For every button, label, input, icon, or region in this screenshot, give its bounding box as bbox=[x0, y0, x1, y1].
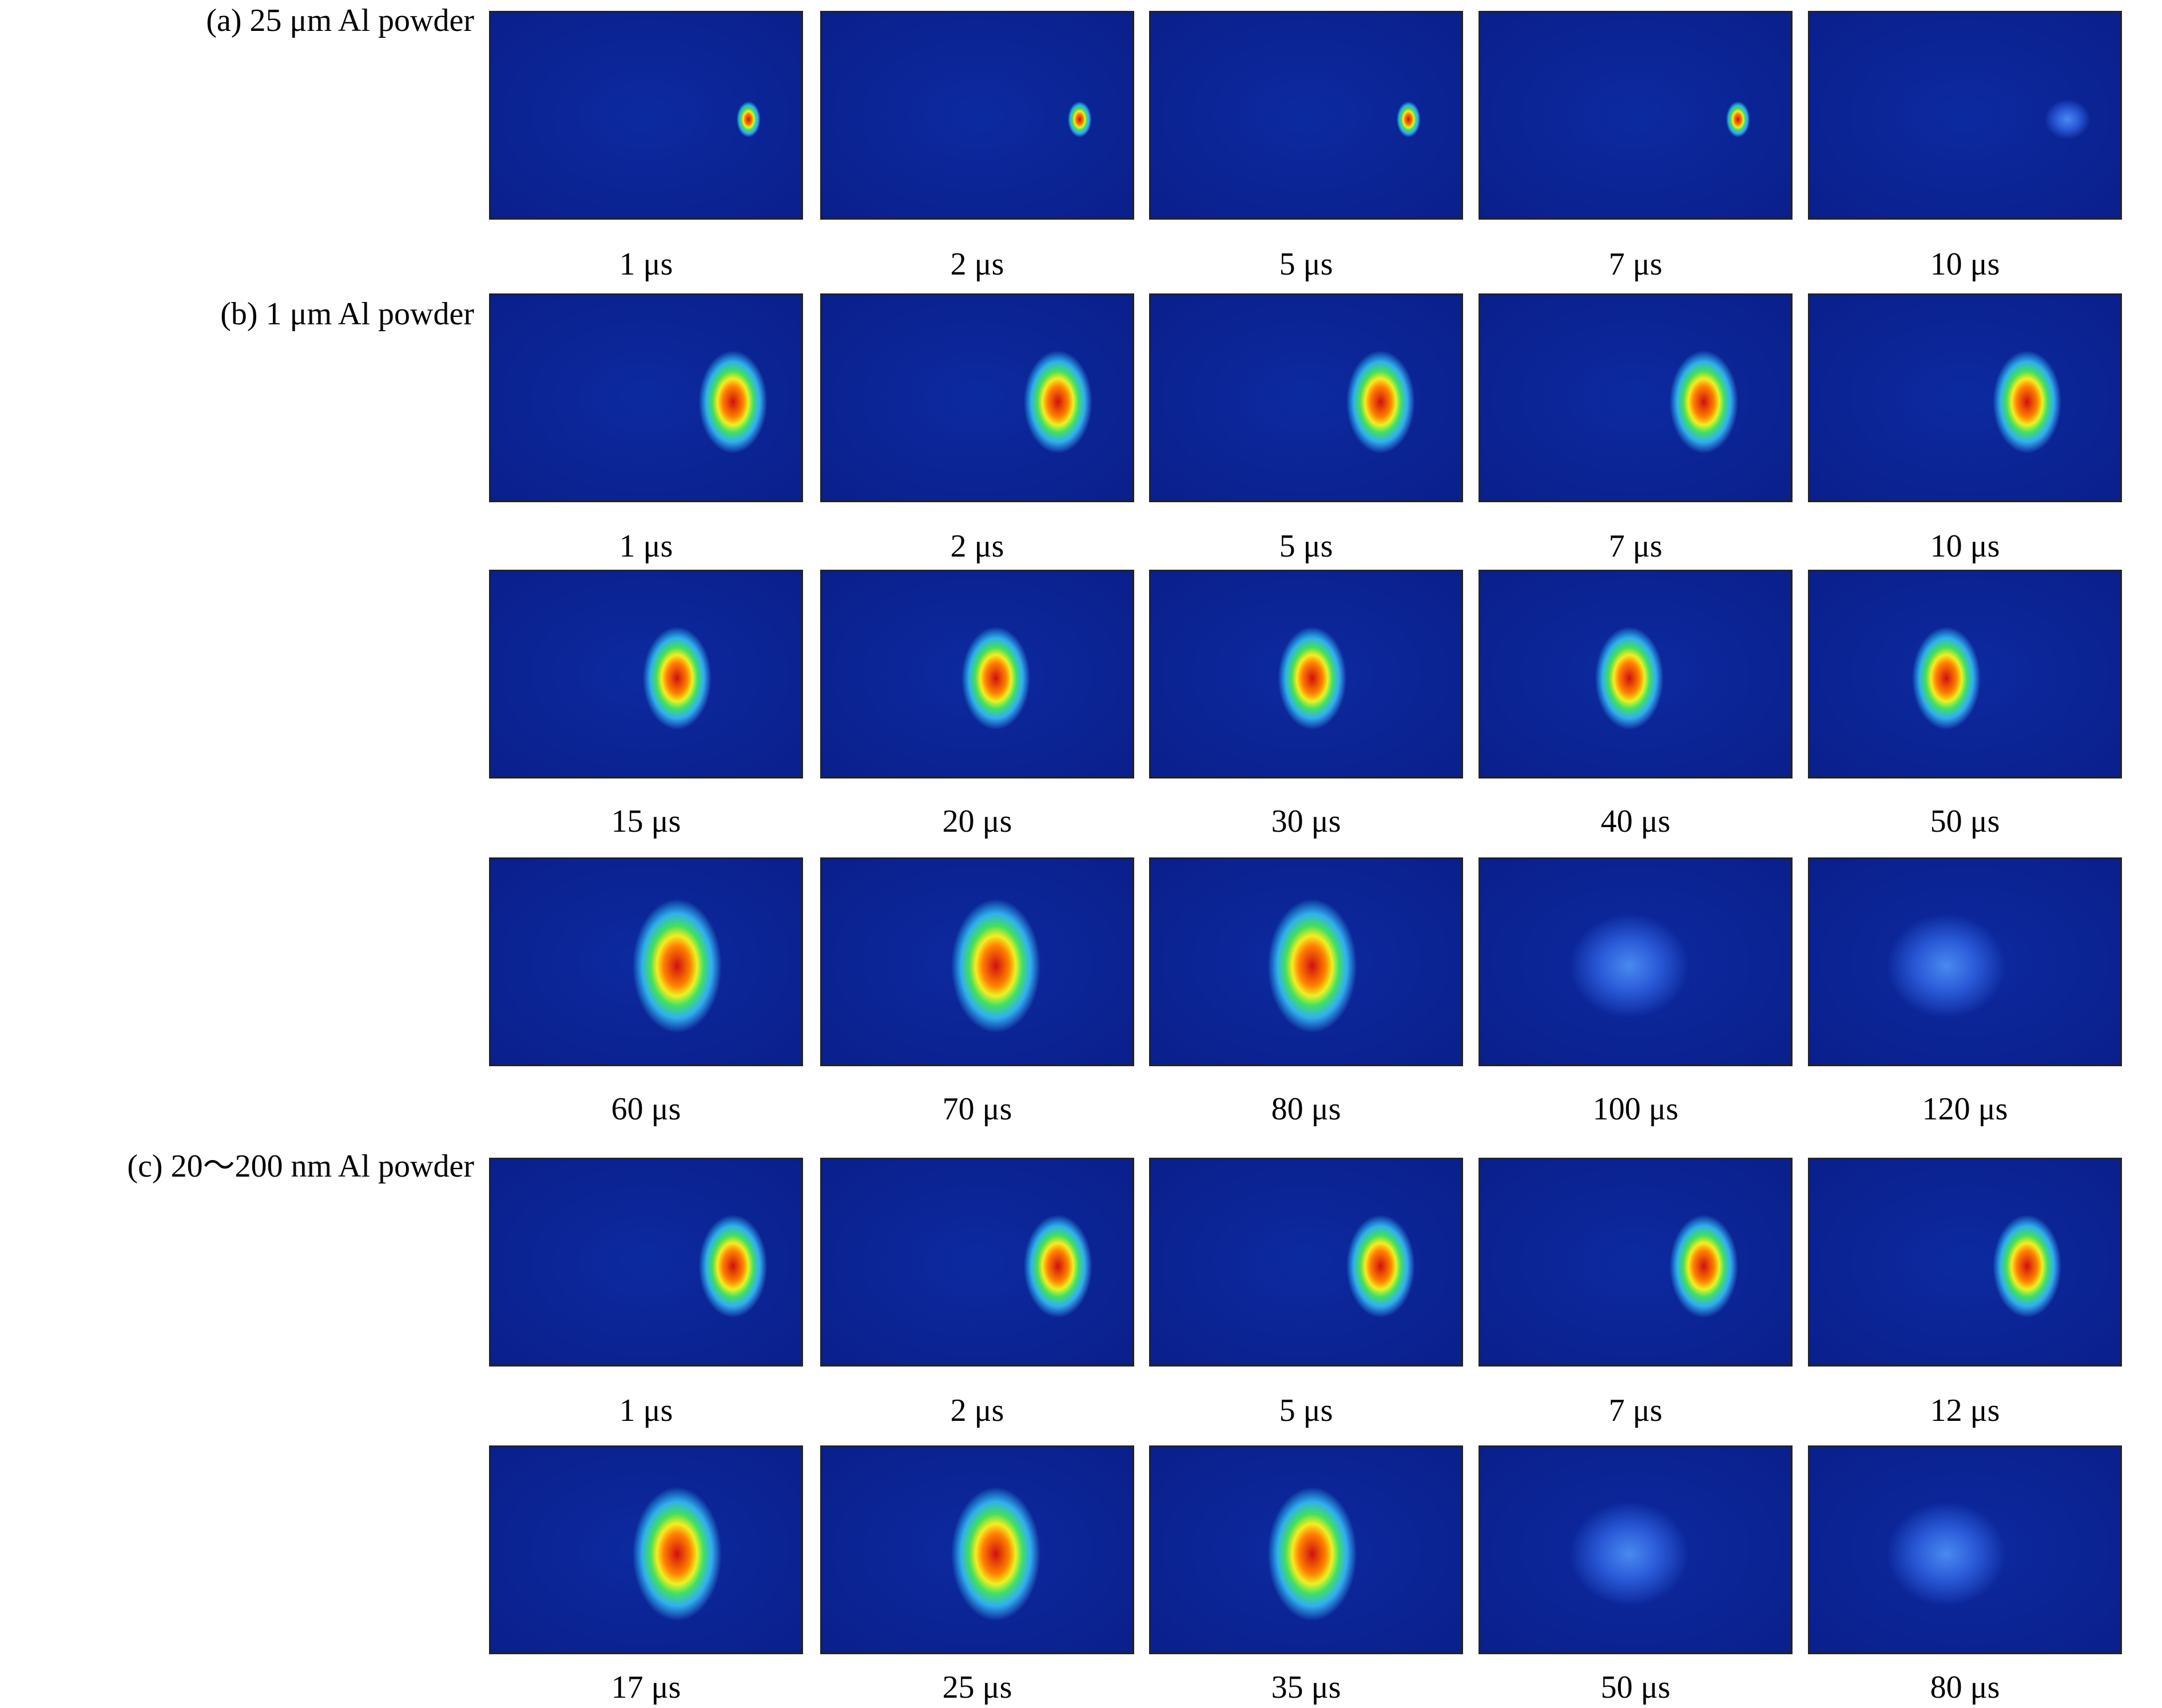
panel-label: (b) 1 μm Al powder bbox=[220, 296, 474, 332]
time-caption: 5 μs bbox=[1279, 529, 1333, 564]
time-caption: 100 μs bbox=[1592, 1091, 1679, 1127]
time-caption: 10 μs bbox=[1930, 247, 2000, 282]
time-caption: 120 μs bbox=[1922, 1091, 2008, 1127]
image-frame bbox=[489, 570, 803, 778]
image-frame bbox=[820, 857, 1134, 1066]
image-frame bbox=[820, 1445, 1134, 1654]
image-frame bbox=[820, 1158, 1134, 1367]
time-caption: 12 μs bbox=[1930, 1393, 2000, 1428]
time-caption: 1 μs bbox=[619, 247, 673, 282]
time-caption: 17 μs bbox=[611, 1670, 681, 1705]
image-frame bbox=[489, 857, 803, 1066]
image-frame bbox=[820, 293, 1134, 502]
time-caption: 80 μs bbox=[1271, 1091, 1341, 1127]
image-frame bbox=[1149, 1445, 1463, 1654]
time-caption: 60 μs bbox=[611, 1091, 681, 1127]
image-frame bbox=[1808, 857, 2122, 1066]
image-frame bbox=[1149, 293, 1463, 502]
image-frame bbox=[1149, 1158, 1463, 1367]
time-caption: 7 μs bbox=[1608, 247, 1663, 282]
image-frame bbox=[489, 1445, 803, 1654]
time-caption: 7 μs bbox=[1608, 1393, 1663, 1428]
time-caption: 70 μs bbox=[942, 1091, 1012, 1127]
time-caption: 40 μs bbox=[1600, 804, 1671, 839]
time-caption: 50 μs bbox=[1930, 804, 2000, 839]
image-frame bbox=[1479, 1445, 1793, 1654]
time-caption: 30 μs bbox=[1271, 804, 1341, 839]
time-caption: 20 μs bbox=[942, 804, 1012, 839]
time-caption: 1 μs bbox=[619, 529, 673, 564]
image-frame bbox=[1149, 11, 1463, 220]
time-caption: 5 μs bbox=[1279, 1393, 1333, 1428]
image-frame bbox=[820, 11, 1134, 220]
time-caption: 15 μs bbox=[611, 804, 681, 839]
image-frame bbox=[489, 11, 803, 220]
image-frame bbox=[1808, 1158, 2122, 1367]
time-caption: 5 μs bbox=[1279, 247, 1333, 282]
time-caption: 1 μs bbox=[619, 1393, 673, 1428]
image-frame bbox=[1149, 857, 1463, 1066]
image-frame bbox=[1149, 570, 1463, 778]
time-caption: 2 μs bbox=[950, 1393, 1004, 1428]
image-frame bbox=[1808, 293, 2122, 502]
time-caption: 35 μs bbox=[1271, 1670, 1341, 1705]
image-frame bbox=[1479, 11, 1793, 220]
time-caption: 80 μs bbox=[1930, 1670, 2000, 1705]
time-caption: 2 μs bbox=[950, 247, 1004, 282]
image-frame bbox=[489, 293, 803, 502]
time-caption: 50 μs bbox=[1600, 1670, 1671, 1705]
time-caption: 7 μs bbox=[1608, 529, 1663, 564]
image-frame bbox=[820, 570, 1134, 778]
panel-label: (c) 20～200 nm Al powder bbox=[127, 1149, 474, 1184]
image-frame bbox=[489, 1158, 803, 1367]
image-frame bbox=[1479, 570, 1793, 778]
image-frame bbox=[1479, 857, 1793, 1066]
time-caption: 25 μs bbox=[942, 1670, 1012, 1705]
image-frame bbox=[1479, 293, 1793, 502]
panel-label: (a) 25 μm Al powder bbox=[206, 3, 474, 38]
time-caption: 2 μs bbox=[950, 529, 1004, 564]
image-frame bbox=[1808, 11, 2122, 220]
image-frame bbox=[1808, 1445, 2122, 1654]
image-frame bbox=[1808, 570, 2122, 778]
time-caption: 10 μs bbox=[1930, 529, 2000, 564]
image-frame bbox=[1479, 1158, 1793, 1367]
